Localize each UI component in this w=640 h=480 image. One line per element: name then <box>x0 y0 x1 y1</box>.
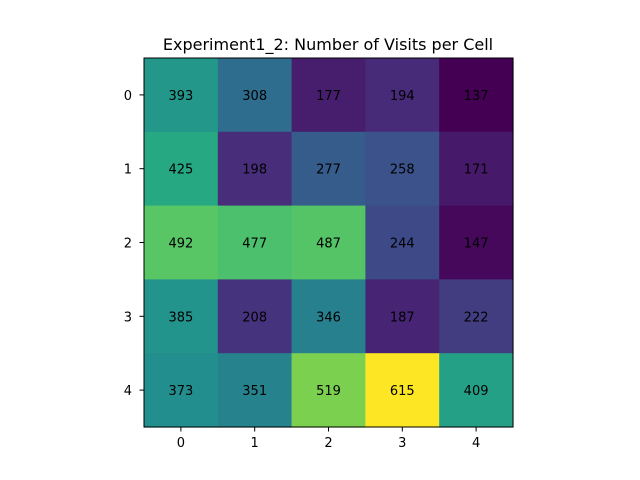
cell-value-label: 137 <box>464 89 489 104</box>
cell-value-label: 308 <box>242 89 267 104</box>
x-tick-label: 4 <box>472 436 480 451</box>
heatmap-cell <box>439 205 514 280</box>
heatmap-cell <box>365 279 440 354</box>
heatmap-cell <box>291 205 366 280</box>
x-tick-label: 0 <box>177 436 185 451</box>
chart-title: Experiment1_2: Number of Visits per Cell <box>163 35 493 55</box>
heatmap-cell <box>144 205 219 280</box>
y-tick-label: 1 <box>124 163 132 178</box>
cell-value-label: 409 <box>464 384 489 399</box>
heatmap-cell <box>144 279 219 354</box>
cell-value-label: 373 <box>168 384 193 399</box>
cell-value-label: 171 <box>464 163 489 178</box>
heatmap-cell <box>291 131 366 207</box>
cell-value-label: 477 <box>242 237 267 252</box>
cell-value-label: 425 <box>168 163 193 178</box>
y-axis: 0 1 2 3 4 <box>124 89 144 399</box>
cell-value-label: 244 <box>390 237 415 252</box>
heatmap-cell <box>439 58 514 133</box>
heatmap-cell <box>217 353 293 428</box>
x-tick-label: 3 <box>398 436 406 451</box>
cell-value-label: 393 <box>168 89 193 104</box>
x-tick-label: 1 <box>251 436 259 451</box>
heatmap-cell <box>291 279 366 354</box>
heatmap-cell <box>365 353 440 428</box>
heatmap-cell <box>291 353 366 428</box>
cell-value-label: 187 <box>390 310 415 325</box>
cell-value-label: 385 <box>168 310 193 325</box>
heatmap-cell <box>217 131 293 207</box>
heatmap-cell <box>217 279 293 354</box>
heatmap-cell <box>439 279 514 354</box>
cell-value-label: 519 <box>316 384 341 399</box>
y-tick-label: 3 <box>124 310 132 325</box>
y-tick-label: 0 <box>124 89 132 104</box>
y-tick-label: 4 <box>124 384 132 399</box>
heatmap-cell <box>217 58 293 133</box>
heatmap-cell <box>144 131 219 207</box>
heatmap-cell <box>217 205 293 280</box>
cell-value-label: 492 <box>168 237 193 252</box>
x-tick-label: 2 <box>324 436 332 451</box>
heatmap-cell <box>439 353 514 428</box>
cell-value-label: 177 <box>316 89 341 104</box>
heatmap-cell <box>365 205 440 280</box>
cell-value-label: 277 <box>316 163 341 178</box>
cell-value-label: 147 <box>464 237 489 252</box>
cell-value-label: 351 <box>242 384 267 399</box>
heatmap-cell <box>291 58 366 133</box>
x-axis: 0 1 2 3 4 <box>177 427 480 451</box>
heatmap-cells <box>144 58 514 428</box>
cell-value-label: 346 <box>316 310 341 325</box>
heatmap-cell <box>144 353 219 428</box>
cell-value-label: 615 <box>390 384 415 399</box>
cell-value-label: 194 <box>390 89 415 104</box>
heatmap-cell <box>144 58 219 133</box>
cell-value-label: 258 <box>390 163 415 178</box>
heatmap-cell <box>365 131 440 207</box>
cell-value-labels: 393 308 177 194 137 425 198 277 258 171 492 477 487 2… <box>168 89 488 399</box>
heatmap-cell <box>439 131 514 207</box>
y-tick-label: 2 <box>124 237 132 252</box>
cell-value-label: 222 <box>464 310 489 325</box>
cell-value-label: 487 <box>316 237 341 252</box>
cell-value-label: 208 <box>242 310 267 325</box>
cell-value-label: 198 <box>242 163 267 178</box>
heatmap-cell <box>365 58 440 133</box>
